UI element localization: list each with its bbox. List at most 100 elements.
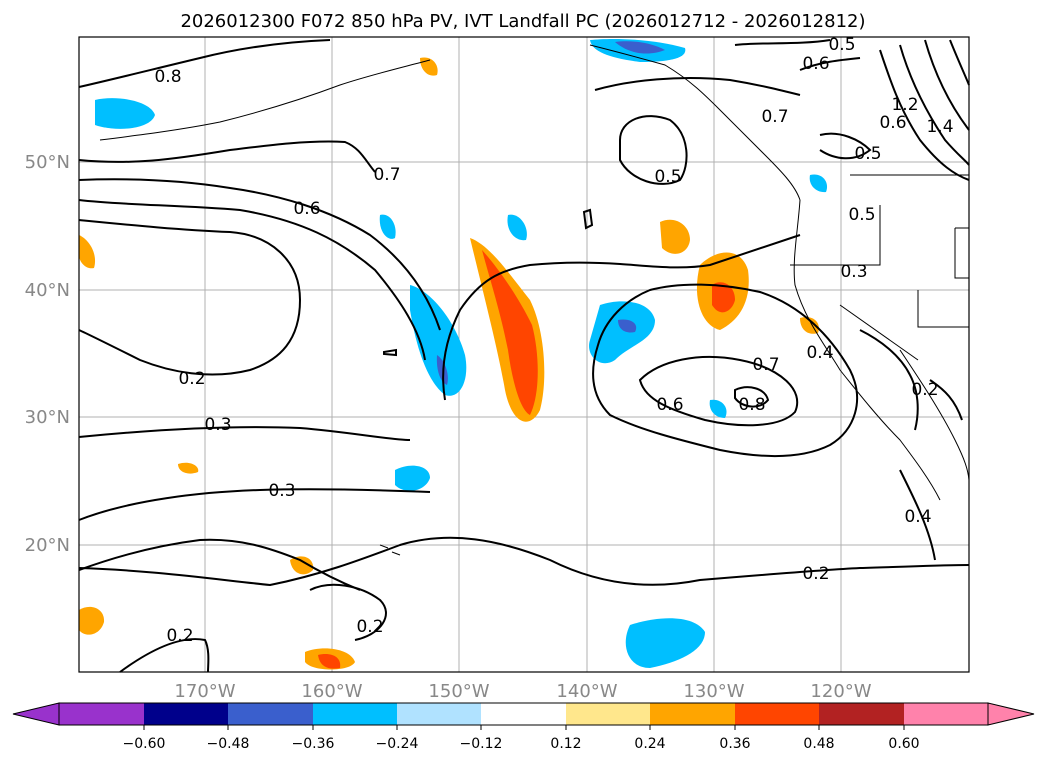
pv-negative-blob (625, 618, 705, 668)
colorbar-segment (59, 703, 144, 725)
colorbar-tick-label: 0.12 (550, 736, 581, 752)
longitude-labels: 170°W 160°W 150°W 140°W 130°W 120°W (174, 681, 871, 702)
colorbar-segment (566, 703, 650, 725)
pv-positive-blob (178, 462, 199, 474)
pv-negative-core (618, 319, 637, 333)
contour-line (899, 469, 936, 561)
lon-label: 160°W (301, 681, 362, 702)
contour-line (734, 39, 861, 71)
pv-negative-blob (709, 399, 727, 418)
contour-label: 0.4 (806, 343, 833, 363)
colorbar-frame (58, 702, 989, 726)
colorbar-segment (904, 703, 988, 725)
map-frame (78, 36, 970, 673)
contour-label: 0.7 (761, 107, 788, 127)
contour-line (899, 44, 970, 166)
contour-label: 0.6 (656, 395, 683, 415)
pv-negative-blob (809, 174, 828, 193)
lon-label: 120°W (810, 681, 871, 702)
contour-line (78, 199, 426, 361)
colorbar-segments (59, 703, 988, 725)
colorbar-segment (397, 703, 481, 725)
contour-label: 0.2 (178, 369, 205, 389)
contour-line (949, 39, 970, 86)
state-border (917, 290, 969, 328)
lat-label: 30°N (25, 407, 70, 428)
state-border (839, 304, 919, 361)
contour-line (859, 329, 919, 431)
contour-label: 0.8 (738, 395, 765, 415)
colorbar-tick-label: −0.60 (123, 736, 166, 752)
colorbar-segment (228, 703, 313, 725)
colorbar-segment (819, 703, 904, 725)
contour-label: 0.2 (802, 564, 829, 584)
us-west-coast (793, 199, 941, 501)
latitude-labels: 50°N 40°N 30°N 20°N (25, 152, 70, 556)
lat-label: 20°N (25, 535, 70, 556)
contour-line (929, 379, 963, 421)
lon-label: 170°W (174, 681, 235, 702)
contour-labels: 0.8 0.7 0.6 0.5 0.5 0.6 0.7 0.5 0.5 0.3 … (154, 35, 953, 646)
pv-positive-blob (420, 57, 438, 76)
contour-label: 0.6 (293, 199, 320, 219)
pv-contours (78, 39, 970, 673)
colorbar-tick-label: 0.60 (888, 736, 919, 752)
contour-label: 0.2 (911, 380, 938, 400)
contour-label: 0.6 (879, 113, 906, 133)
colorbar-tick-label: −0.48 (207, 736, 250, 752)
pv-negative-blob (589, 301, 655, 364)
pv-positive-blob (79, 606, 105, 635)
colorbar-tick-label: 0.48 (803, 736, 834, 752)
pv-positive-core (318, 654, 341, 669)
map-title: 2026012300 F072 850 hPa PV, IVT Landfall… (180, 11, 865, 32)
contour-line (78, 488, 431, 521)
pv-negative-blob (395, 465, 430, 491)
state-border (954, 227, 969, 279)
colorbar-segment (144, 703, 228, 725)
colorbar-tick-label: −0.12 (460, 736, 503, 752)
lon-label: 150°W (428, 681, 489, 702)
contour-line (619, 115, 688, 185)
contour-label: 0.3 (840, 262, 867, 282)
pv-positive-blob (660, 219, 690, 254)
contour-line (383, 348, 397, 357)
contour-line (78, 426, 411, 441)
baja-gulf-coast (899, 349, 970, 481)
colorbar-tick-label: −0.36 (292, 736, 335, 752)
coastlines (99, 44, 970, 556)
pv-positive-blob (79, 235, 96, 269)
contour-line (582, 208, 594, 230)
contour-label: 0.4 (904, 507, 931, 527)
pv-shading (79, 38, 828, 670)
contour-line (78, 536, 970, 587)
contour-label: 0.5 (854, 144, 881, 164)
pv-negative-blob (410, 285, 467, 396)
contour-line (924, 39, 970, 131)
pv-negative-core (615, 41, 665, 54)
lon-label: 140°W (556, 681, 617, 702)
contour-label: 0.5 (654, 167, 681, 187)
lon-label: 130°W (683, 681, 744, 702)
contour-line (78, 219, 302, 376)
contour-label: 0.6 (802, 54, 829, 74)
contour-line (734, 386, 770, 408)
colorbar-segment (735, 703, 819, 725)
contour-line (638, 355, 798, 427)
colorbar-ticks (143, 725, 905, 730)
colorbar-tick-label: −0.24 (376, 736, 419, 752)
contour-line (879, 49, 970, 181)
colorbar-tick-label: 0.36 (719, 736, 750, 752)
pv-positive-blob (290, 556, 314, 575)
contour-label: 0.3 (204, 415, 231, 435)
pv-negative-blob (379, 214, 396, 239)
colorbar: −0.60 −0.48 −0.36 −0.24 −0.12 0.12 0.24 … (12, 702, 1035, 752)
contour-label: 0.5 (828, 35, 855, 55)
lat-label: 50°N (25, 152, 70, 173)
contour-line (78, 538, 361, 591)
colorbar-tick-labels: −0.60 −0.48 −0.36 −0.24 −0.12 0.12 0.24 … (123, 736, 920, 752)
contour-line (78, 39, 331, 88)
contour-label: 0.5 (848, 205, 875, 225)
contour-label: 1.4 (926, 117, 953, 137)
pv-negative-blob (507, 214, 527, 241)
